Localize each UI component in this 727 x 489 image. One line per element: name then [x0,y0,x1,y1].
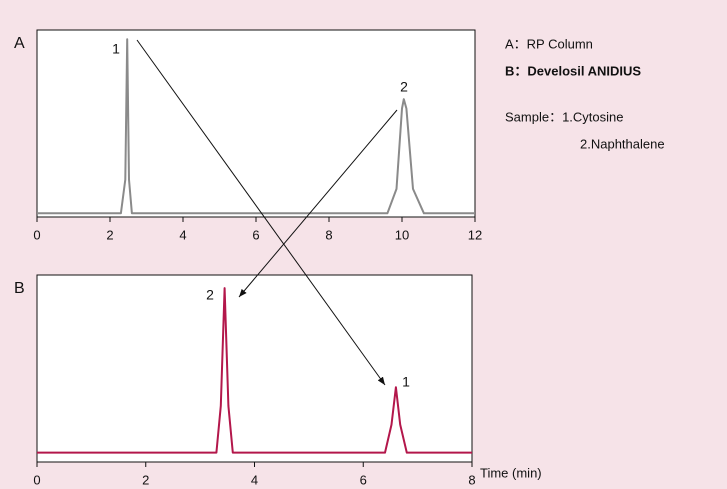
x-tick-label: 8 [468,472,475,487]
x-tick-label: 2 [142,472,149,487]
arrow [238,109,398,298]
x-tick-label: 0 [33,472,40,487]
x-tick-label: 6 [360,472,367,487]
x-tick-label: 4 [251,472,258,487]
plot-area [36,274,473,463]
key-line: 2.Naphthalene [580,136,665,151]
x-tick-label: 4 [179,227,186,242]
x-tick-label: 0 [33,227,40,242]
peak-label: 1 [402,374,410,390]
peak-label: 2 [400,79,408,95]
peak-label: 1 [112,41,120,57]
x-axis-label: Time (min) [480,465,542,480]
trace [37,287,472,454]
peak-label: 2 [206,287,214,303]
x-tick-label: 10 [395,227,409,242]
key-line: Sample：1.Cytosine [505,109,624,124]
plot-area [36,29,476,218]
x-tick-label: 2 [106,227,113,242]
x-tick-label: 8 [325,227,332,242]
arrow [136,39,386,386]
x-tick-label: 12 [468,227,482,242]
panel-label: A [14,35,25,52]
trace [37,38,475,215]
key-line: A：RP Column [505,36,593,51]
x-tick-label: 6 [252,227,259,242]
key-line: B：Develosil ANIDIUS [505,63,641,78]
panel-label: B [14,280,25,297]
